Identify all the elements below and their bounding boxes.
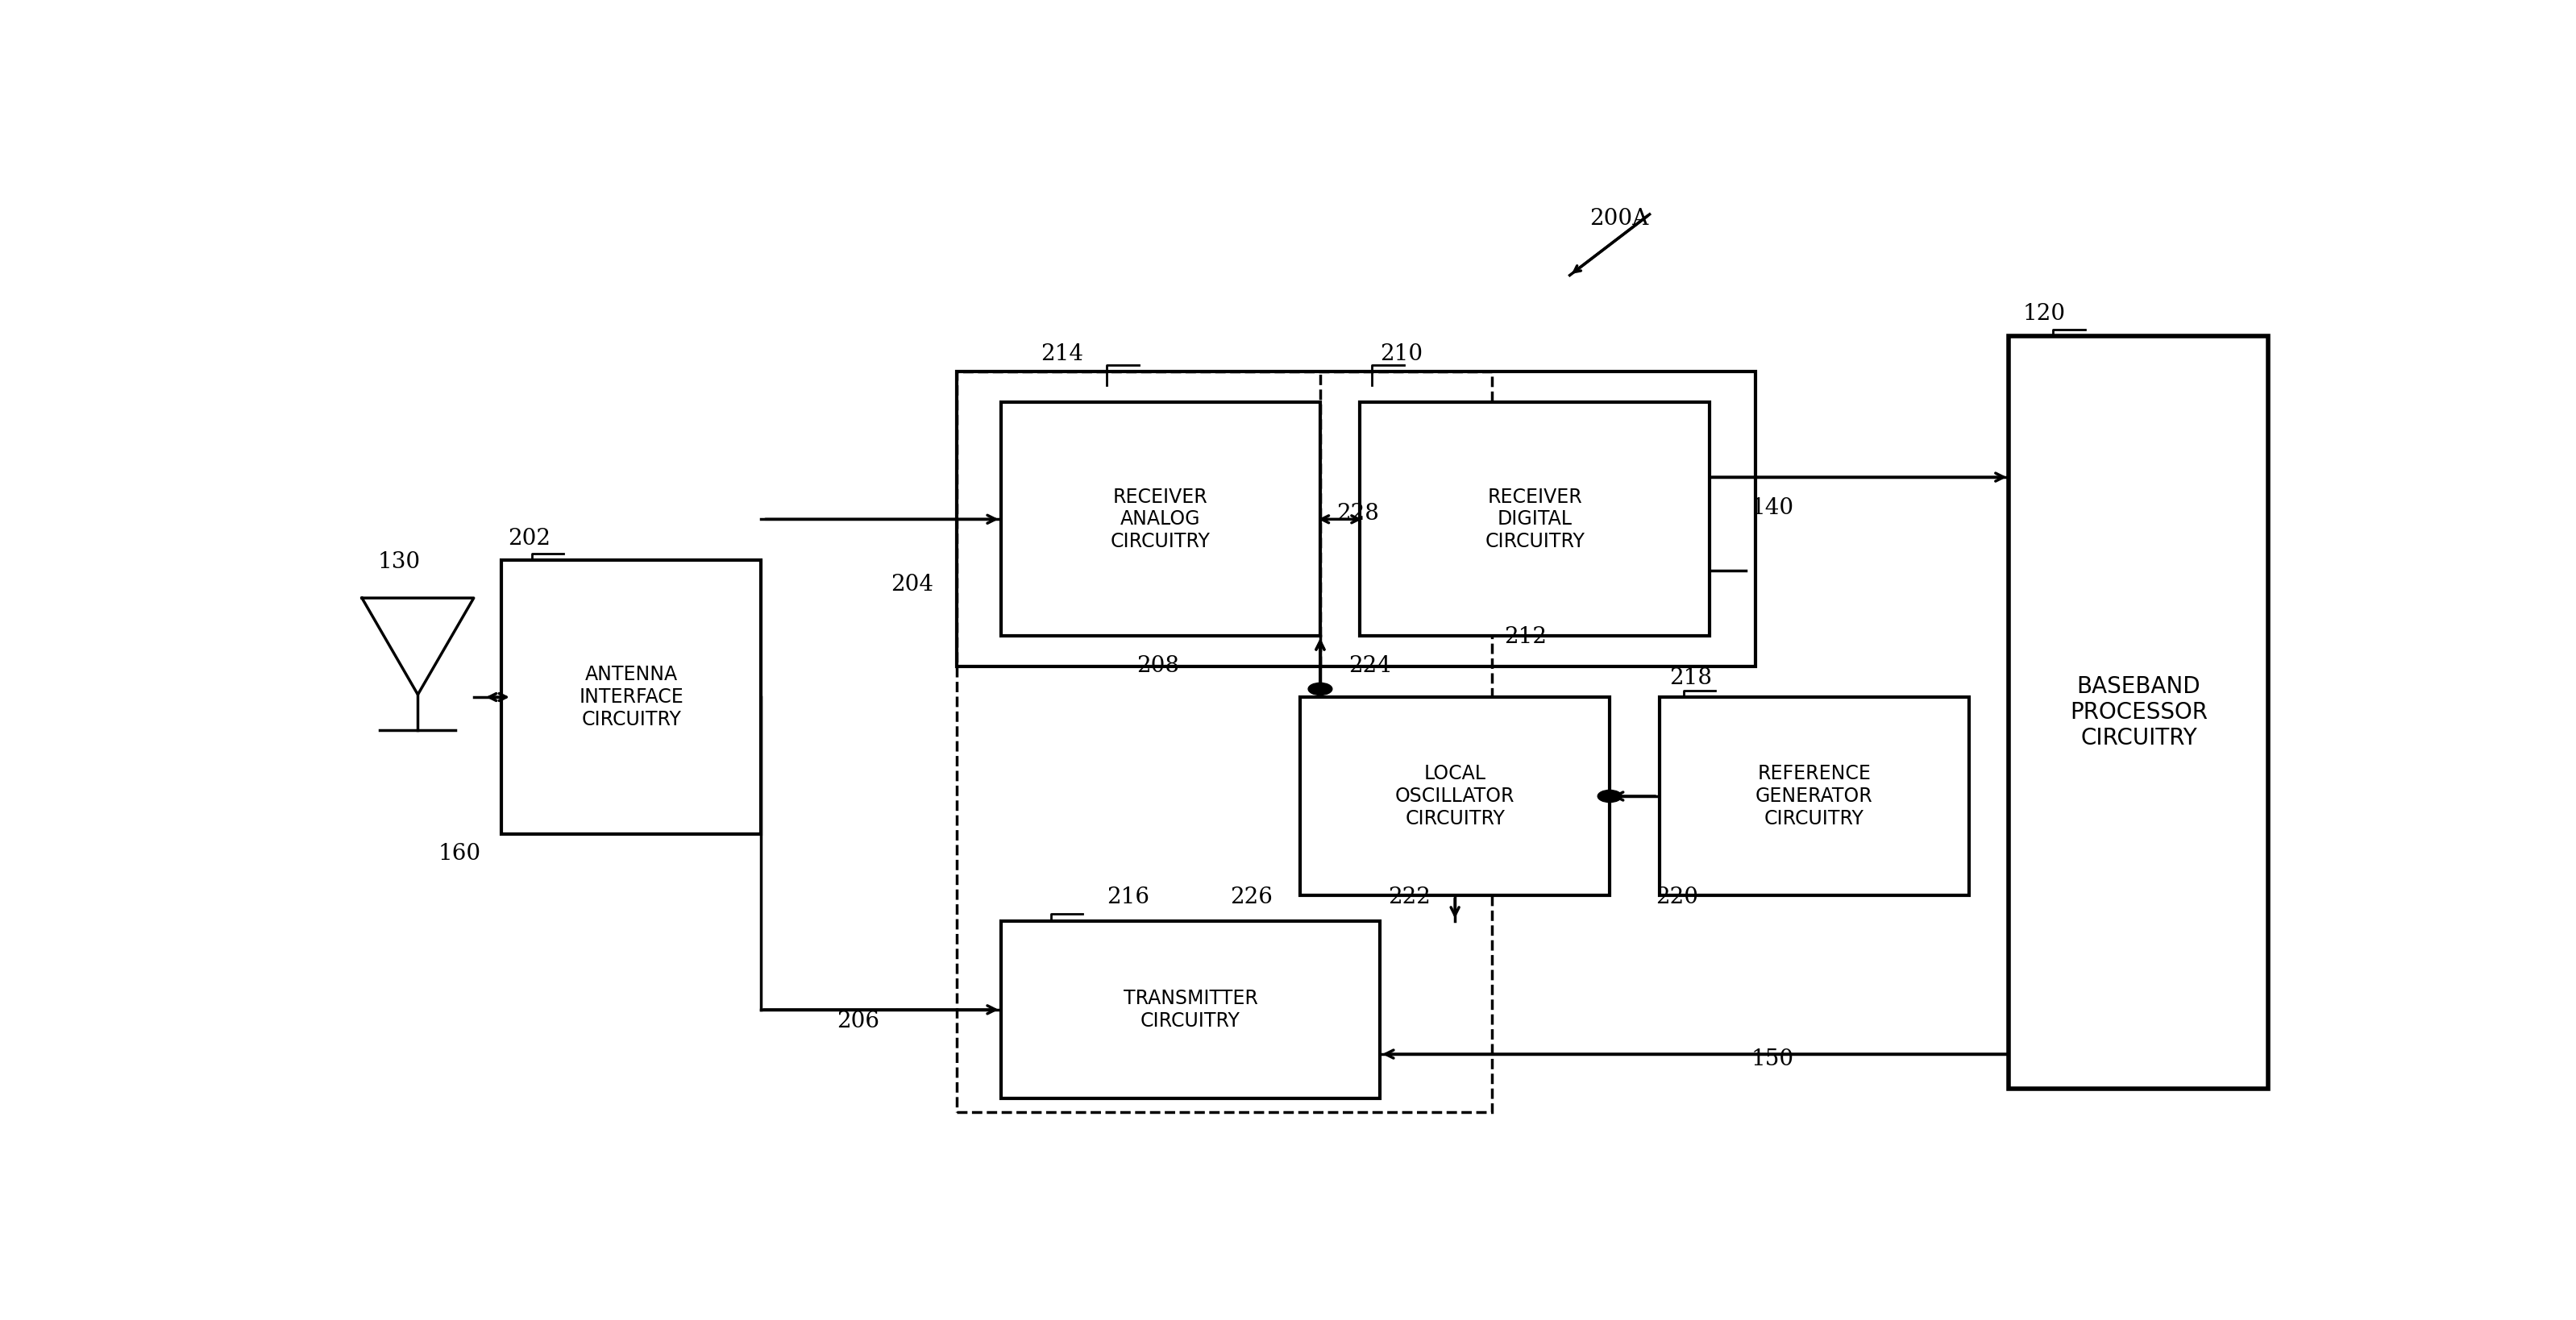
Text: 220: 220: [1656, 887, 1698, 908]
Text: 206: 206: [837, 1011, 881, 1032]
Text: 200A: 200A: [1589, 207, 1649, 230]
Circle shape: [1597, 791, 1623, 803]
Text: RECEIVER
DIGITAL
CIRCUITRY: RECEIVER DIGITAL CIRCUITRY: [1484, 487, 1584, 552]
Text: LOCAL
OSCILLATOR
CIRCUITRY: LOCAL OSCILLATOR CIRCUITRY: [1396, 764, 1515, 828]
Text: RECEIVER
ANALOG
CIRCUITRY: RECEIVER ANALOG CIRCUITRY: [1110, 487, 1211, 552]
Text: 130: 130: [379, 552, 420, 573]
Bar: [2009, 337, 2269, 1089]
Text: 120: 120: [2022, 304, 2066, 325]
Text: 208: 208: [1136, 655, 1180, 677]
Bar: [502, 560, 762, 834]
Bar: [1002, 921, 1381, 1098]
Text: 140: 140: [1752, 498, 1795, 519]
Text: 210: 210: [1381, 343, 1422, 364]
Text: TRANSMITTER
CIRCUITRY: TRANSMITTER CIRCUITRY: [1123, 989, 1257, 1031]
Bar: [1360, 403, 1710, 636]
Text: 214: 214: [1041, 343, 1084, 364]
Text: 204: 204: [891, 574, 933, 595]
Text: 160: 160: [438, 843, 482, 865]
Bar: [1659, 697, 1968, 895]
Text: 218: 218: [1669, 667, 1713, 689]
Text: 226: 226: [1231, 887, 1273, 908]
Circle shape: [1309, 682, 1332, 696]
Text: REFERENCE
GENERATOR
CIRCUITRY: REFERENCE GENERATOR CIRCUITRY: [1757, 764, 1873, 828]
Text: 212: 212: [1504, 627, 1546, 648]
Bar: [956, 372, 1754, 667]
Text: 216: 216: [1108, 887, 1149, 908]
Text: 202: 202: [507, 528, 551, 549]
Text: 224: 224: [1347, 655, 1391, 677]
Text: BASEBAND
PROCESSOR
CIRCUITRY: BASEBAND PROCESSOR CIRCUITRY: [2069, 675, 2208, 750]
Text: ANTENNA
INTERFACE
CIRCUITRY: ANTENNA INTERFACE CIRCUITRY: [580, 665, 683, 729]
Bar: [1002, 403, 1321, 636]
Text: 222: 222: [1388, 887, 1430, 908]
Bar: [1301, 697, 1610, 895]
Text: 228: 228: [1337, 503, 1378, 524]
Bar: [956, 372, 1492, 1111]
Text: 150: 150: [1752, 1048, 1795, 1071]
